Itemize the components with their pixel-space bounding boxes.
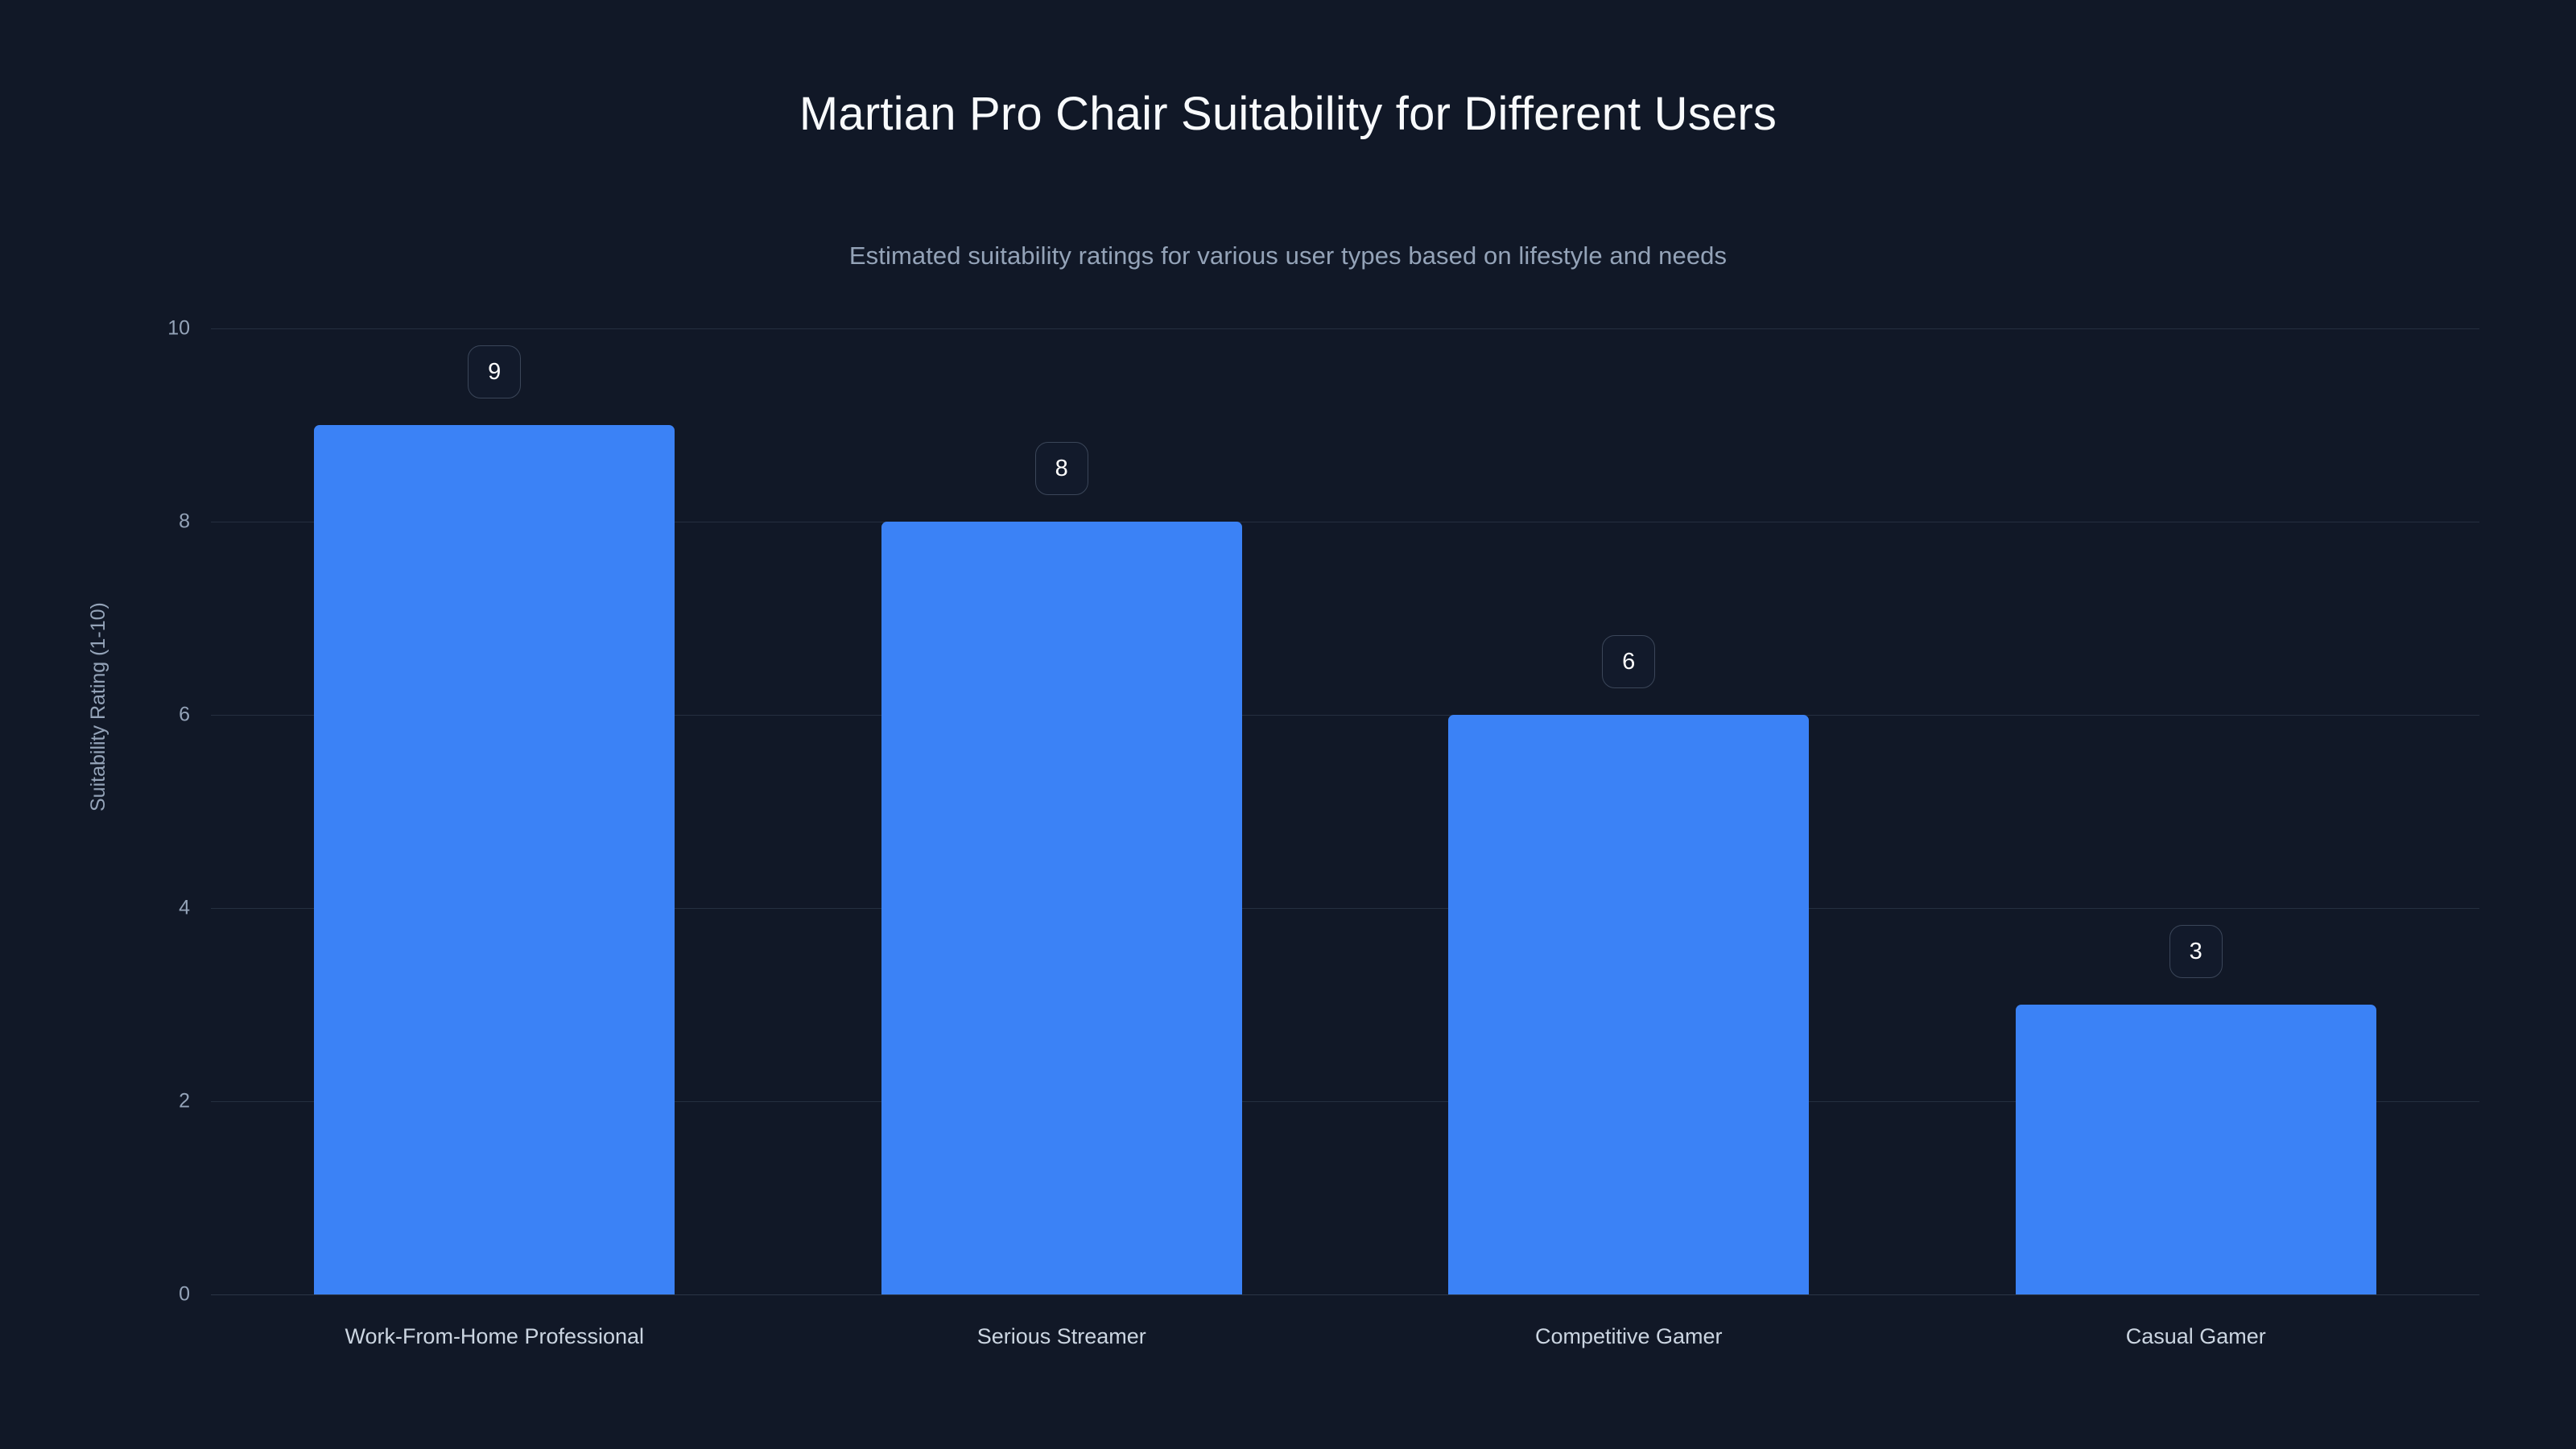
- chart-title: Martian Pro Chair Suitability for Differ…: [799, 88, 1777, 140]
- gridline: [211, 328, 2479, 329]
- bar[interactable]: [881, 522, 1242, 1294]
- gridline: [211, 1294, 2479, 1295]
- bar-value-label: 8: [1034, 442, 1088, 495]
- bar[interactable]: [2015, 1005, 2376, 1294]
- y-axis-tick-label: 0: [179, 1282, 190, 1306]
- y-axis-tick-label: 8: [179, 510, 190, 533]
- x-axis-tick-label: Work-From-Home Professional: [345, 1324, 645, 1348]
- gridline: [211, 908, 2479, 909]
- bar-value-label: 6: [1602, 635, 1656, 688]
- y-axis-title: Suitability Rating (1-10): [87, 602, 109, 811]
- gridline: [211, 1101, 2479, 1102]
- y-axis-tick-label: 10: [167, 316, 190, 340]
- bar-value-label: 3: [2169, 925, 2223, 978]
- bar-value-label: 9: [468, 345, 522, 398]
- bar[interactable]: [314, 425, 675, 1294]
- x-axis-tick-label: Serious Streamer: [976, 1324, 1146, 1348]
- x-axis-tick-label: Competitive Gamer: [1534, 1324, 1723, 1348]
- plot-area: [211, 328, 2479, 1295]
- y-axis-tick-label: 2: [179, 1089, 190, 1113]
- x-axis-tick-label: Casual Gamer: [2125, 1324, 2266, 1348]
- y-axis-tick-label: 4: [179, 896, 190, 919]
- gridline: [211, 715, 2479, 716]
- chart-subtitle: Estimated suitability ratings for variou…: [848, 242, 1728, 270]
- y-axis-tick-label: 6: [179, 703, 190, 726]
- bar[interactable]: [1448, 715, 1810, 1294]
